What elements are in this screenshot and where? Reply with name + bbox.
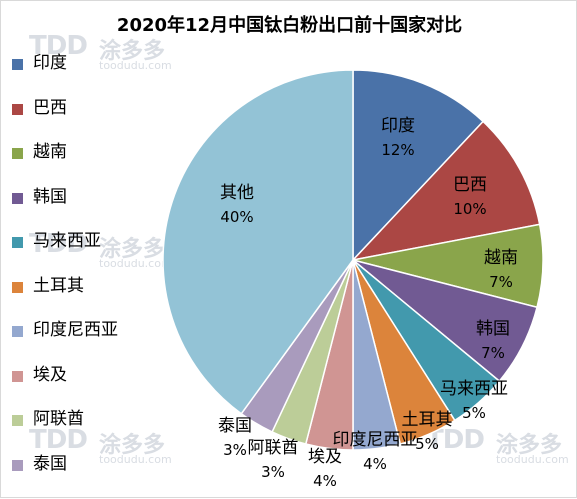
legend-swatch (12, 148, 23, 159)
slice-name-label: 埃及 (308, 447, 342, 467)
slice-value-label: 40% (220, 208, 253, 226)
pie-slice (352, 69, 485, 262)
slice-value-label: 3% (223, 441, 247, 459)
slice-value-label: 4% (363, 455, 387, 473)
pie-slice (162, 69, 354, 415)
legend-label: 越南 (33, 142, 67, 162)
slice-value-label: 5% (415, 435, 439, 453)
legend-label: 马来西亚 (33, 231, 101, 251)
legend-swatch (12, 415, 23, 426)
chart-title: 2020年12月中国钛白粉出口前十国家对比 (116, 15, 463, 36)
slice-name-label: 印度 (381, 116, 415, 136)
legend-item: 马来西亚 (11, 227, 123, 272)
legend: 印度巴西越南韩国马来西亚土耳其印度尼西亚埃及阿联酋泰国 (11, 49, 123, 494)
legend-swatch (12, 370, 23, 382)
slice-value-label: 7% (481, 344, 505, 362)
slice-name-label: 印度尼西亚 (333, 430, 418, 450)
legend-item: 泰国 (11, 450, 123, 495)
pie-slice (350, 120, 541, 262)
slice-value-label: 3% (261, 463, 285, 481)
slice-name-label: 土耳其 (402, 410, 453, 430)
slice-name-label: 阿联酋 (248, 438, 299, 458)
slice-value-label: 7% (489, 273, 513, 291)
legend-swatch (12, 192, 23, 204)
legend-label: 泰国 (33, 453, 67, 474)
legend-item: 印度 (11, 49, 123, 94)
legend-item: 韩国 (11, 183, 123, 228)
legend-swatch (12, 281, 23, 293)
slice-name-label: 马来西亚 (440, 379, 508, 399)
legend-swatch (12, 326, 23, 337)
legend-label: 埃及 (33, 364, 67, 385)
legend-item: 阿联酋 (11, 405, 123, 450)
legend-item: 巴西 (11, 94, 123, 139)
legend-label: 阿联酋 (33, 409, 84, 429)
slice-name-label: 泰国 (218, 416, 252, 436)
legend-label: 印度 (33, 53, 67, 73)
legend-label: 韩国 (33, 186, 67, 207)
slice-value-label: 12% (381, 141, 414, 159)
legend-item: 埃及 (11, 361, 123, 406)
legend-item: 印度尼西亚 (11, 316, 123, 361)
legend-item: 土耳其 (11, 272, 123, 317)
slice-name-label: 韩国 (476, 319, 510, 339)
slice-name-label: 越南 (484, 248, 518, 268)
legend-swatch (12, 59, 23, 70)
legend-swatch (12, 237, 23, 248)
legend-label: 印度尼西亚 (33, 320, 118, 340)
slice-name-label: 巴西 (453, 175, 487, 195)
slice-value-label: 4% (313, 472, 337, 490)
legend-swatch (12, 459, 23, 471)
slice-value-label: 5% (462, 404, 486, 422)
slice-value-label: 10% (453, 200, 486, 218)
legend-item: 越南 (11, 138, 123, 183)
legend-label: 巴西 (33, 97, 67, 118)
slice-name-label: 其他 (220, 183, 254, 203)
legend-label: 土耳其 (33, 275, 84, 296)
legend-swatch (12, 103, 23, 115)
